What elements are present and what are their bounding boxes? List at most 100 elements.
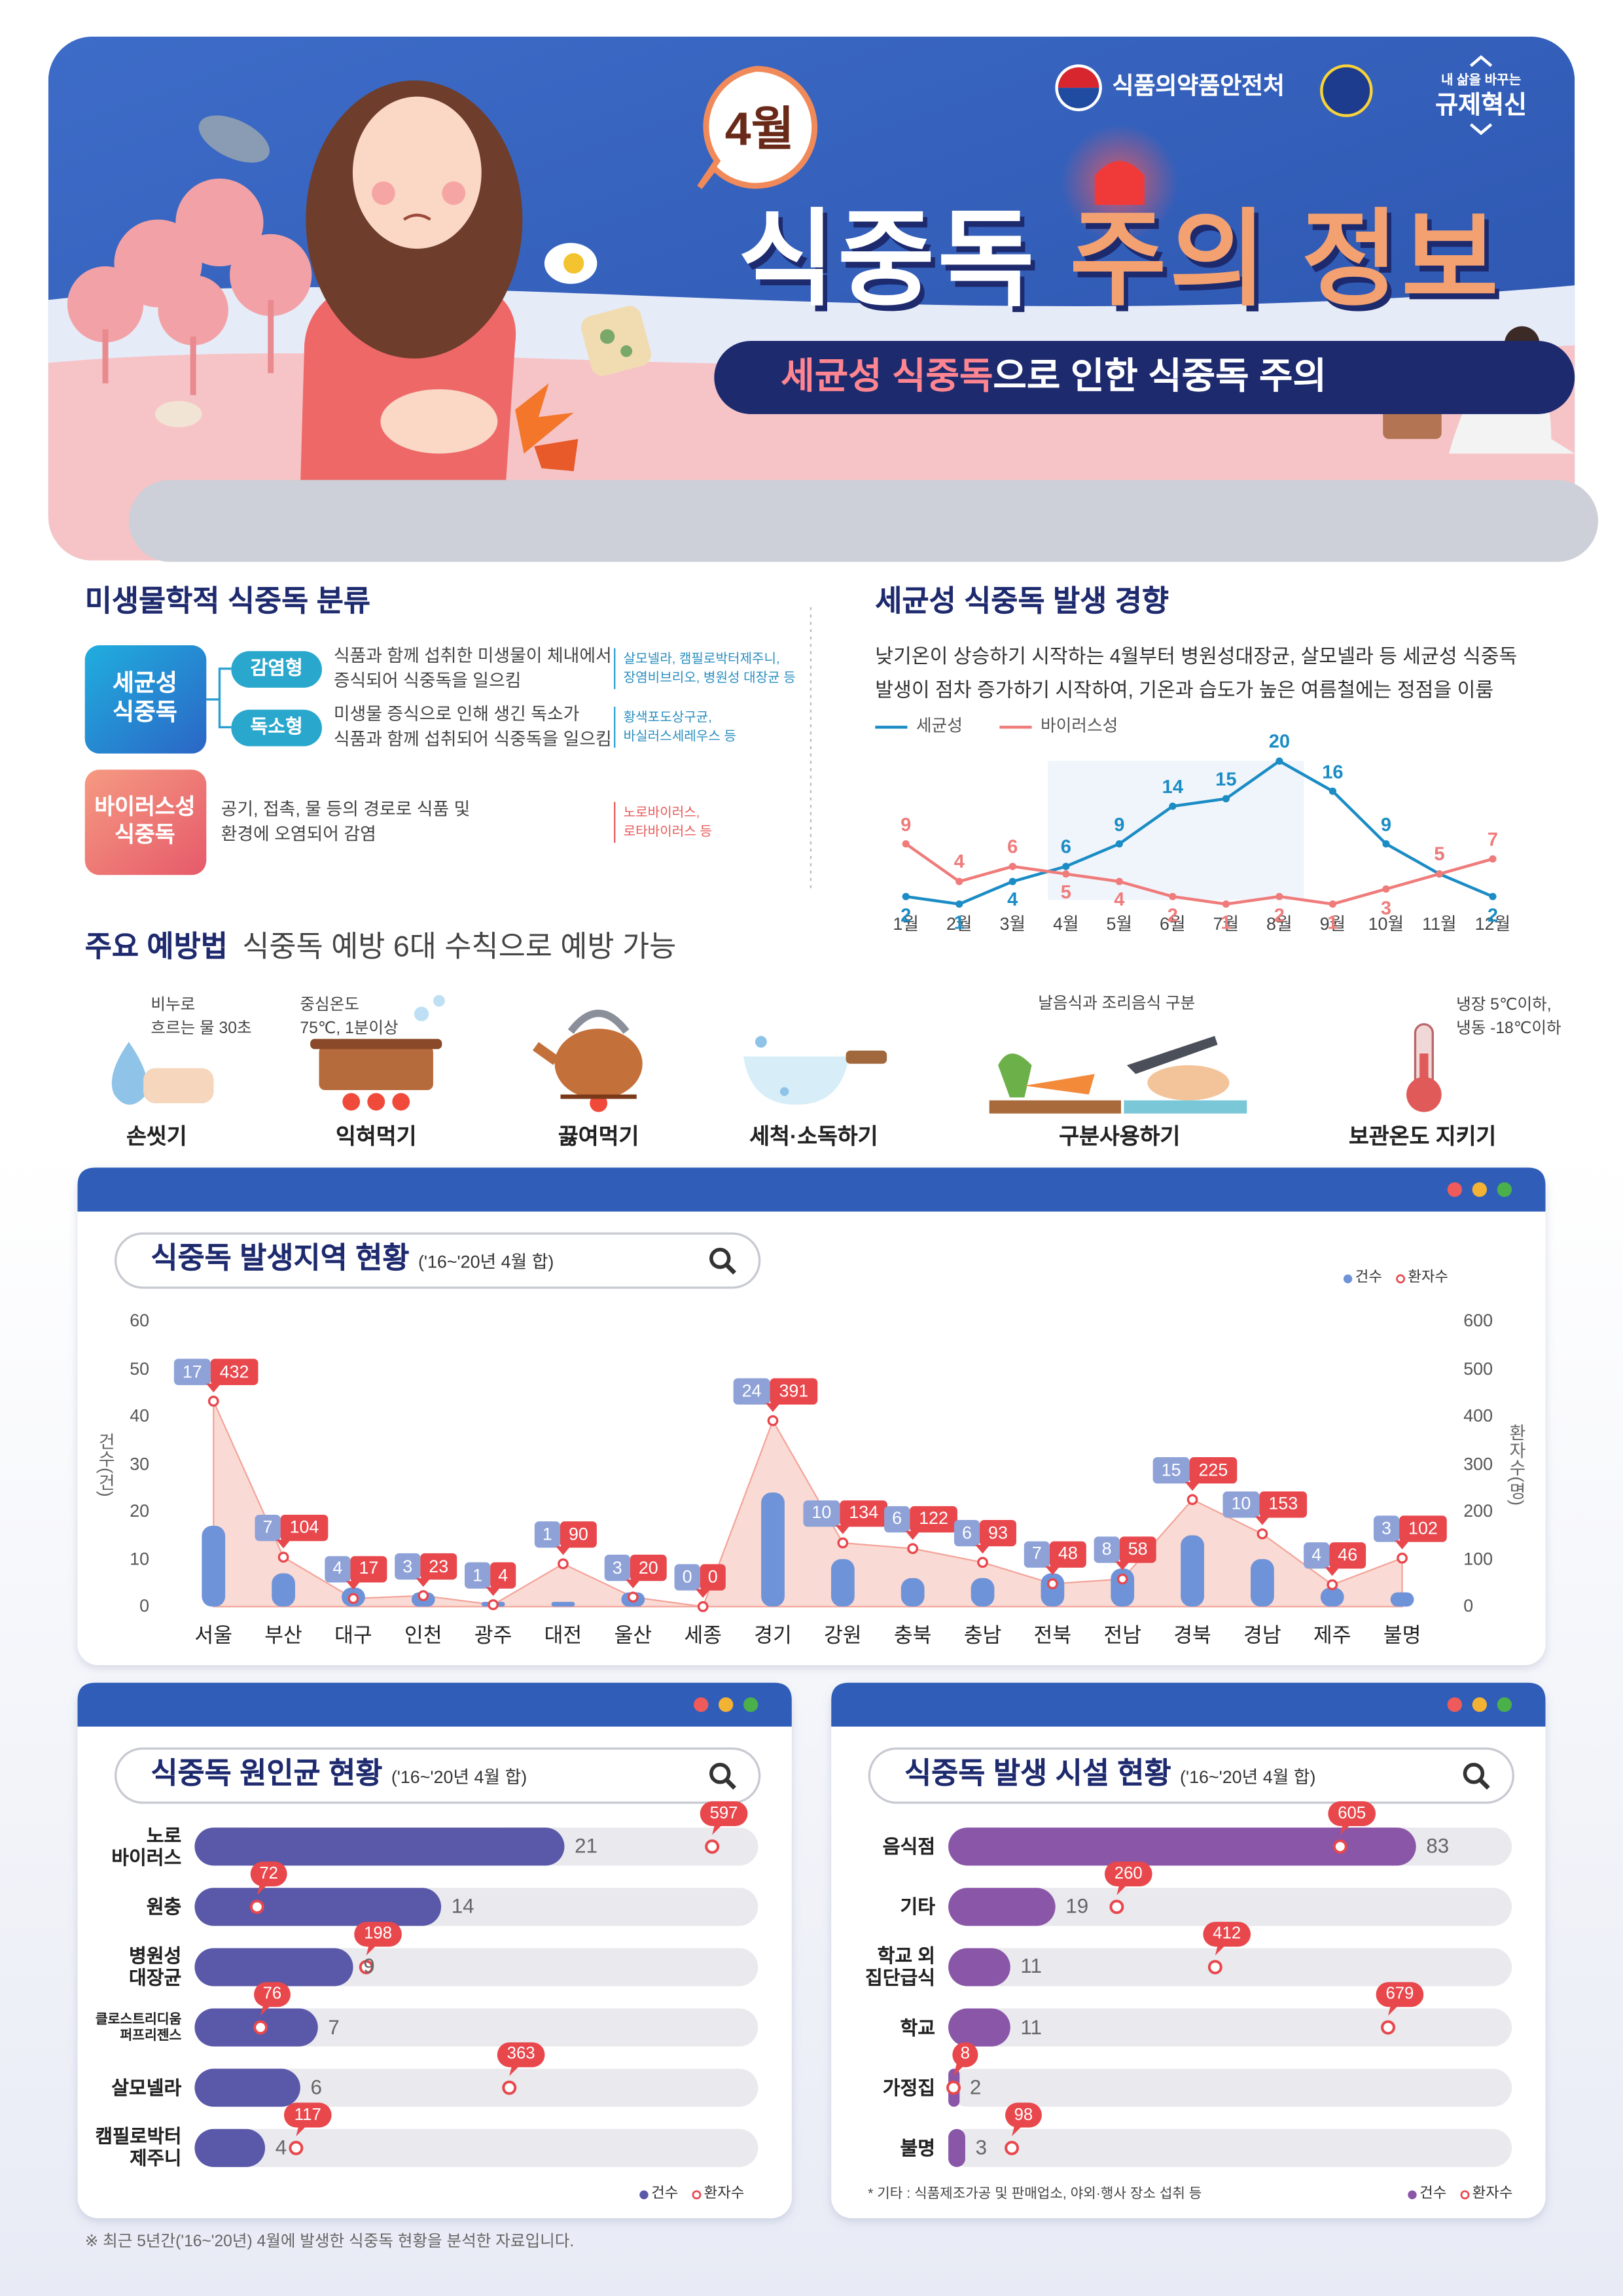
value-tag: [733, 1378, 770, 1405]
group-box: [84, 645, 207, 754]
chart-note: * 기타 : 식품제조가공 및 판매업소, 야외·행사 장소 섭취 등: [868, 2186, 1202, 2202]
data-label: 102: [1408, 1517, 1438, 1539]
data-label: 0: [682, 1566, 692, 1587]
examples: 노로바이러스, 로타바이러스 등: [623, 804, 712, 839]
point: [1008, 862, 1016, 870]
group-desc: 공기, 접촉, 물 등의 경로로 식품 및 환경에 오염되어 감염: [221, 798, 471, 845]
data-label: 4: [1114, 889, 1125, 911]
legend-swatch: [1460, 2190, 1470, 2200]
window-dot: [1497, 1697, 1512, 1712]
track: [194, 2008, 758, 2047]
data-label: 15: [1161, 1459, 1181, 1480]
legend-label: 환자수: [1472, 2185, 1513, 2202]
subtitle: 세균성 식중독: [781, 356, 993, 397]
data-label: 5: [1434, 843, 1445, 865]
window-dot: [1497, 1182, 1512, 1197]
tag-pointer: [905, 1530, 920, 1540]
data-label: 5: [1434, 843, 1445, 865]
value-tag: [1119, 1536, 1156, 1563]
patient-point: [946, 2080, 961, 2095]
point: [1489, 892, 1497, 900]
connector: [206, 667, 232, 729]
value-tag: [1328, 1801, 1376, 1826]
tag-pointer: [626, 1580, 641, 1589]
x-tick-label: 광주: [474, 1623, 512, 1647]
text-row: 세균성 식중독으로 인한 식중독 주의: [781, 355, 1327, 400]
data-label: 48: [1058, 1543, 1078, 1564]
track: [194, 2128, 758, 2167]
value-tag: [1024, 1541, 1050, 1568]
tag-pointer: [366, 1943, 378, 1956]
data-label: 6: [1007, 835, 1018, 858]
value-tag: [674, 1564, 700, 1591]
window-dot: [1447, 1182, 1463, 1197]
value-tag: [604, 1555, 630, 1581]
data-label: 1: [954, 911, 965, 934]
data-label: 11: [1020, 1954, 1042, 1978]
bar: [1390, 1592, 1414, 1607]
y-tick-label: 원충: [146, 1896, 182, 1918]
data-label: 153: [1268, 1493, 1298, 1514]
y-tick-label: 20: [130, 1500, 150, 1521]
search-icon: [709, 1763, 731, 1784]
x-tick-label: 3월: [999, 913, 1026, 934]
type-pill: [231, 651, 322, 688]
tag-pointer: [1185, 1482, 1200, 1491]
tag-pointer: [1388, 2004, 1400, 2016]
bar: [948, 1948, 1010, 1987]
patient-point: [1327, 1579, 1338, 1591]
footnote: ※ 최근 5년간('16~'20년) 4월에 발생한 식중독 현황을 분석한 자…: [84, 2233, 575, 2251]
data-label: 17: [182, 1360, 202, 1382]
data-label: 9: [363, 1954, 375, 1978]
tag-pointer: [1215, 1943, 1227, 1956]
y-tick-label: 음식점: [882, 1835, 935, 1858]
value-tag: [283, 2102, 332, 2128]
tag-pointer: [1116, 1883, 1129, 1896]
rule-label: 익혀먹기: [335, 1124, 417, 1150]
value-tag: [1049, 1541, 1086, 1568]
search-pill: [114, 1747, 761, 1804]
patient-point: [697, 1601, 709, 1612]
search-icon: [1463, 1763, 1485, 1784]
data-label: 679: [1385, 1985, 1414, 2004]
tag-pointer: [835, 1525, 851, 1534]
chart-title: 식중독 발생지역 현황: [151, 1243, 410, 1275]
x-tick-label: 5월: [1106, 913, 1133, 934]
type-desc: 식품과 함께 섭취한 미생물이 체내에서 증식되어 식중독을 일으킴: [333, 645, 612, 691]
bar: [194, 1828, 565, 1866]
point: [1329, 900, 1337, 908]
tag-pointer: [765, 1403, 781, 1412]
data-label: 9: [901, 813, 912, 835]
point: [902, 840, 910, 848]
point: [1382, 885, 1390, 893]
data-label: 225: [1198, 1459, 1228, 1480]
y2-tick-label: 200: [1463, 1500, 1493, 1521]
data-label: 21: [575, 1833, 597, 1858]
value-tag: [1222, 1491, 1260, 1518]
bar: [194, 1888, 442, 1926]
y-tick-label: 기타: [900, 1896, 935, 1918]
tag-pointer: [257, 1883, 269, 1896]
data-label: 0: [707, 1566, 718, 1587]
y2-tick-label: 400: [1463, 1405, 1493, 1426]
patient-point: [348, 1593, 359, 1604]
logo: [1469, 55, 1493, 135]
x-tick-label: 세종: [684, 1623, 722, 1647]
rule-label: 손씻기: [126, 1124, 187, 1150]
data-label: 20: [638, 1557, 658, 1578]
x-tick-label: 불명: [1383, 1623, 1421, 1647]
x-tick-label: 전남: [1103, 1623, 1142, 1647]
x-tick-label: 경북: [1173, 1623, 1211, 1647]
card-bar: [831, 1682, 1546, 1727]
window-dot: [1447, 1697, 1463, 1712]
value-tag: [1104, 1861, 1152, 1886]
x-tick-label: 경기: [754, 1623, 792, 1647]
patient-point: [1207, 1960, 1222, 1975]
value-tag: [1329, 1542, 1366, 1569]
point: [1275, 892, 1283, 900]
data-label: 93: [988, 1522, 1008, 1543]
window-dot: [1472, 1697, 1488, 1712]
month-bubble: [697, 65, 818, 189]
